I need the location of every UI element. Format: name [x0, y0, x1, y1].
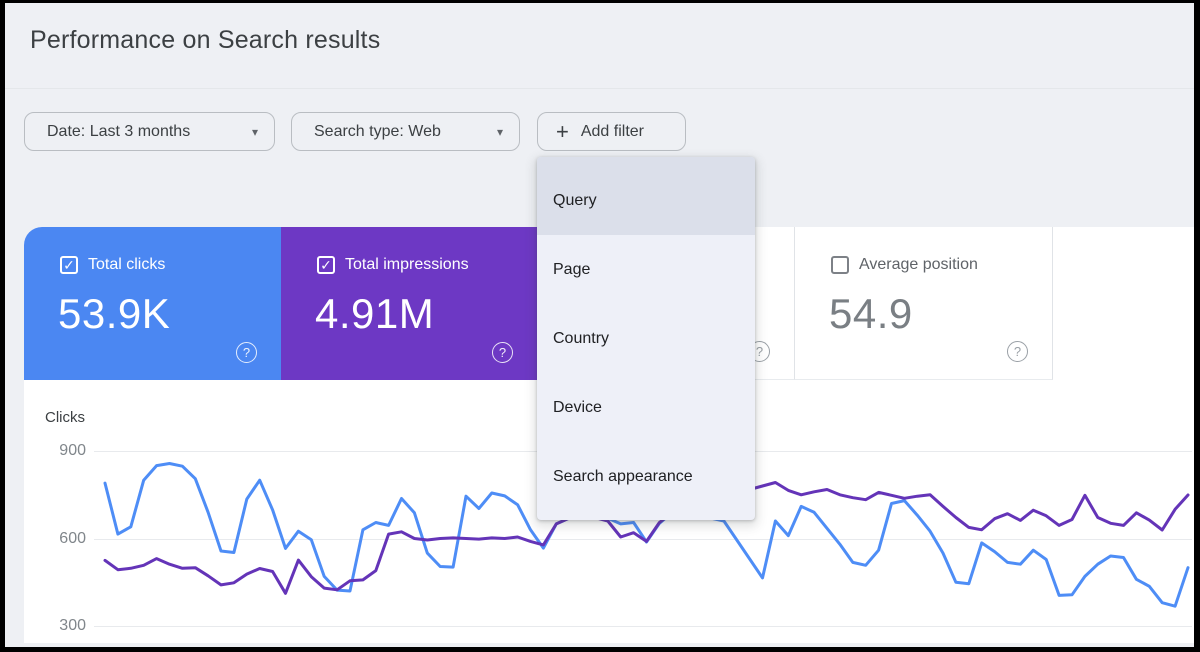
checked-checkbox-icon[interactable]: ✓	[60, 256, 78, 274]
chevron-down-icon: ▾	[251, 124, 258, 139]
help-icon[interactable]: ?	[236, 342, 257, 363]
gridline	[94, 538, 1192, 540]
menu-item-search-appearance[interactable]: Search appearance	[553, 467, 693, 485]
menu-item-page[interactable]: Page	[553, 260, 591, 278]
menu-item-device[interactable]: Device	[553, 398, 602, 416]
metric-tile-label: Average position	[859, 256, 978, 273]
gridline	[94, 626, 1192, 627]
metric-tile-label: Total impressions	[345, 256, 469, 273]
metric-tile-total-clicks[interactable]: ✓ Total clicks 53.9K?	[24, 227, 281, 380]
add-filter-menu: Query Page Country Device Search appearance	[537, 157, 755, 520]
metric-tile-value: 53.9K	[58, 290, 171, 337]
menu-item-country[interactable]: Country	[553, 329, 610, 347]
chart-axis-title: Clicks	[45, 409, 85, 426]
metric-tile-average-position[interactable]: Average position 54.9?	[795, 227, 1053, 380]
metric-tile-label: Total clicks	[88, 256, 166, 273]
y-axis-tick-label: 900	[59, 442, 86, 459]
chevron-down-icon: ▾	[496, 124, 503, 139]
help-icon[interactable]: ?	[1007, 341, 1028, 362]
date-filter-chip[interactable]: Date: Last 3 months ▾	[24, 112, 275, 151]
date-filter-label: Date: Last 3 months	[47, 122, 191, 140]
y-axis-tick-label: 300	[59, 617, 86, 634]
metric-tile-total-impressions[interactable]: ✓ Total impressions 4.91M?	[281, 227, 537, 380]
y-axis-tick-label: 600	[59, 529, 86, 547]
search-type-filter-chip[interactable]: Search type: Web ▾	[291, 112, 520, 151]
metric-tile-value: 54.9	[829, 290, 913, 337]
plus-icon: +	[556, 118, 569, 144]
menu-item-query[interactable]: Query	[537, 157, 755, 235]
search-type-filter-label: Search type: Web	[314, 122, 441, 140]
help-icon[interactable]: ?	[492, 342, 513, 363]
unchecked-checkbox-icon[interactable]	[831, 256, 849, 274]
header-divider	[5, 88, 1194, 89]
metric-tile-value: 4.91M	[315, 290, 435, 337]
page-title: Performance on Search results	[30, 26, 381, 54]
add-filter-button[interactable]: + Add filter	[537, 112, 686, 151]
checked-checkbox-icon[interactable]: ✓	[317, 256, 335, 274]
add-filter-label: Add filter	[580, 122, 644, 140]
